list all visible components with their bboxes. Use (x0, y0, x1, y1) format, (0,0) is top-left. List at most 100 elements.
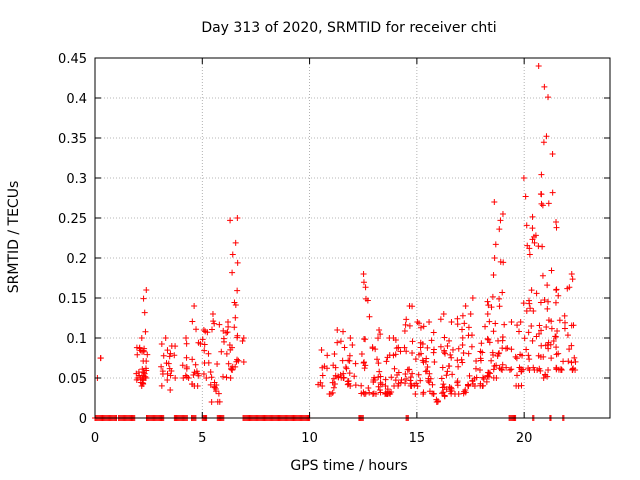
data-point (402, 380, 409, 387)
data-point (465, 382, 472, 389)
data-point (462, 387, 469, 394)
data-point (392, 337, 399, 343)
data-point (492, 241, 499, 248)
data-point (417, 324, 424, 331)
data-point (523, 308, 530, 315)
data-point (469, 295, 476, 301)
data-point (204, 329, 211, 336)
data-point (483, 378, 490, 385)
data-point (454, 378, 461, 385)
data-point (554, 327, 561, 334)
data-point (440, 389, 447, 396)
data-point (205, 359, 212, 366)
data-point (192, 361, 199, 368)
x-tick-label: 5 (198, 431, 206, 446)
data-point (234, 334, 241, 341)
data-point (220, 335, 227, 342)
data-point (514, 322, 521, 329)
data-point (137, 347, 144, 354)
data-point (199, 336, 206, 343)
data-point (465, 324, 472, 331)
data-point (426, 379, 433, 386)
data-point (503, 364, 510, 371)
data-point (334, 339, 341, 346)
data-point (528, 322, 535, 329)
data-point (571, 354, 578, 361)
data-point (446, 363, 453, 370)
data-point (383, 358, 390, 365)
data-point (506, 367, 513, 373)
data-point (398, 377, 405, 384)
x-tick-label: 0 (91, 431, 99, 446)
data-point (569, 276, 576, 283)
data-point (163, 360, 170, 367)
data-point (561, 319, 568, 326)
data-point (459, 326, 466, 333)
data-point (397, 348, 404, 355)
data-point (438, 375, 445, 382)
data-point (454, 357, 461, 364)
data-point (346, 357, 353, 364)
data-point (140, 358, 147, 365)
data-point (232, 302, 239, 309)
data-point (527, 305, 534, 312)
data-point (477, 355, 484, 362)
y-tick-label: 0 (79, 412, 87, 427)
data-point (560, 358, 567, 365)
data-point (548, 325, 555, 332)
data-point (231, 324, 238, 331)
y-axis-ticks: 0 0.05 0.1 0.15 0.2 0.25 0.3 0.35 0.4 0.45 (58, 52, 610, 427)
data-point (441, 334, 448, 341)
x-axis-ticks: 0 5 10 15 20 (91, 58, 533, 446)
data-point (539, 202, 546, 209)
y-tick-label: 0.2 (66, 252, 87, 267)
data-point (330, 375, 337, 382)
data-point (403, 376, 410, 383)
x-tick-label: 20 (516, 431, 533, 446)
data-point (232, 314, 239, 321)
data-point (240, 335, 247, 341)
data-point (379, 381, 386, 388)
data-point (556, 317, 563, 324)
data-point (484, 298, 491, 305)
data-point (482, 323, 489, 330)
data-point (519, 352, 526, 359)
data-point (232, 239, 239, 246)
data-point (440, 311, 447, 317)
data-point (138, 372, 145, 379)
data-point (201, 341, 208, 348)
data-point (540, 375, 547, 381)
data-point (512, 353, 519, 360)
data-point (158, 363, 165, 370)
data-point (375, 374, 382, 381)
data-point (207, 381, 214, 388)
data-point (471, 383, 478, 389)
data-point (488, 357, 495, 364)
data-point (214, 361, 221, 368)
data-point (360, 279, 367, 286)
data-point (535, 63, 542, 69)
data-point (142, 365, 149, 372)
data-point (360, 271, 367, 277)
data-point (343, 365, 350, 372)
data-point (419, 340, 426, 347)
data-point (167, 387, 174, 393)
data-point (166, 353, 173, 360)
data-point (555, 366, 562, 373)
data-point (134, 351, 141, 358)
data-point (545, 200, 552, 207)
data-point (429, 381, 436, 388)
data-point (464, 382, 471, 389)
data-point (536, 322, 543, 329)
data-point (193, 326, 200, 333)
data-point (234, 215, 241, 221)
data-point (513, 382, 520, 389)
data-point (375, 383, 382, 390)
data-point (518, 382, 525, 389)
data-point (446, 384, 453, 391)
data-point (401, 328, 408, 335)
data-point (420, 323, 427, 330)
data-point (183, 354, 190, 361)
data-point (142, 374, 149, 381)
data-point (220, 327, 227, 334)
